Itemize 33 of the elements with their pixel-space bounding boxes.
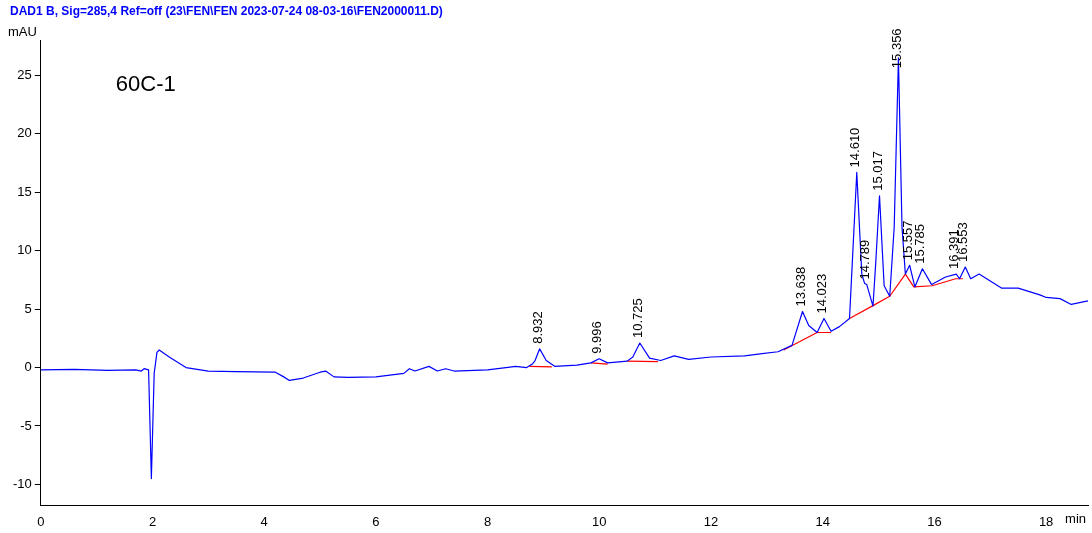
x-tick-label: 4 — [260, 513, 268, 529]
annotation: 14.789 — [856, 239, 872, 280]
y-tick-label: 20 — [17, 125, 32, 141]
x-tick-label: 16 — [927, 513, 942, 529]
y-axis-title: mAU — [7, 23, 37, 39]
annotation: 15.785 — [912, 224, 928, 264]
x-tick-label: 0 — [37, 513, 45, 529]
x-tick-label: 14 — [815, 513, 830, 529]
x-tick-label: 12 — [703, 513, 719, 529]
x-tick-label: 2 — [148, 513, 157, 529]
annotation: 60C-1 — [115, 71, 176, 97]
y-tick-label: 0 — [24, 359, 32, 375]
annotation: 10.725 — [629, 298, 645, 338]
x-axis-title: min — [1065, 511, 1086, 527]
x-tick-label: 18 — [1038, 513, 1054, 529]
annotation: 13.638 — [792, 266, 808, 307]
annotation: 15.557 — [899, 220, 915, 261]
chart-title: DAD1 B, Sig=285,4 Ref=off (23\FEN\FEN 2023-07-24 08-03-16\FEN2000011.D) — [10, 3, 443, 18]
annotation: 8.932 — [529, 311, 545, 344]
y-tick-label: 15 — [17, 183, 32, 199]
y-tick-label: -10 — [12, 475, 32, 491]
x-tick-label: 10 — [592, 513, 607, 529]
annotation: 15.017 — [869, 151, 885, 191]
annotation: 14.023 — [814, 273, 830, 314]
annotation: 15.356 — [888, 28, 904, 69]
x-tick-label: 8 — [483, 513, 492, 529]
x-tick-label: 6 — [372, 513, 380, 529]
annotation: 9.996 — [589, 321, 605, 354]
y-tick-label: 25 — [17, 67, 32, 83]
annotation: 14.610 — [846, 127, 862, 168]
y-tick-label: -5 — [20, 417, 32, 433]
y-tick-label: 10 — [17, 242, 32, 258]
y-tick-label: 5 — [24, 300, 32, 316]
